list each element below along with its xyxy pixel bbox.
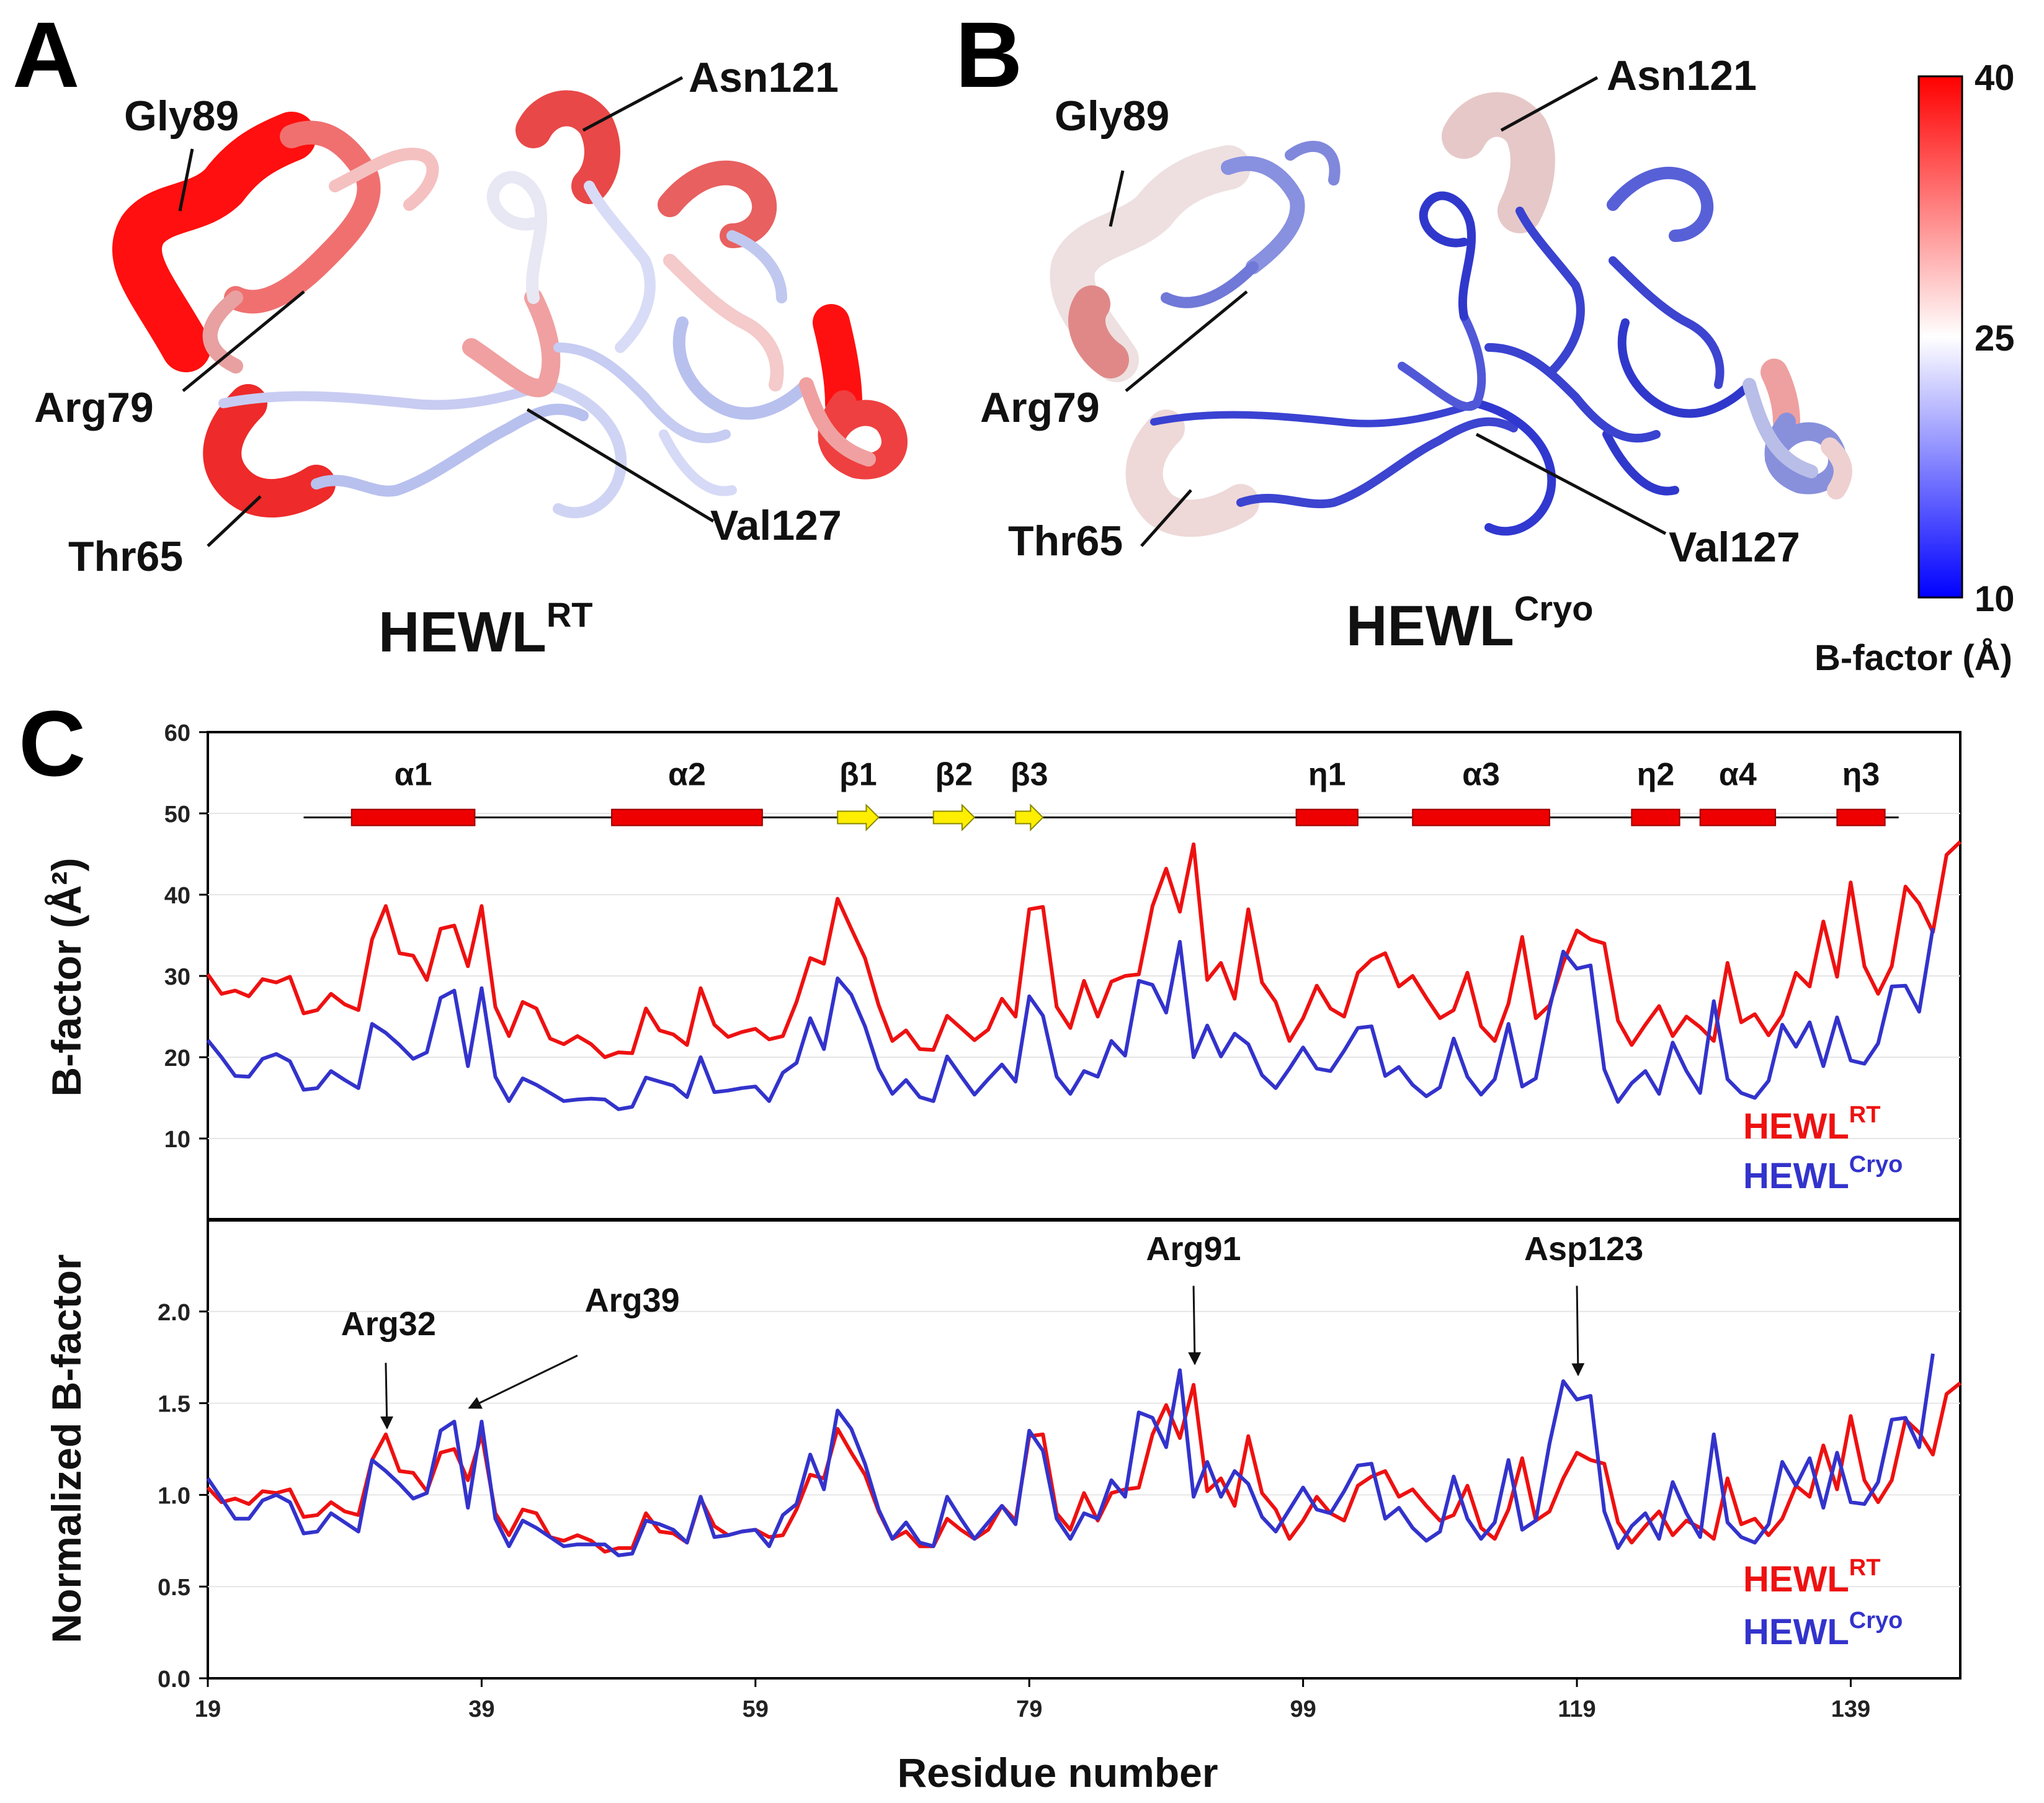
- cryo-label-thr65: Thr65: [1008, 517, 1123, 565]
- top-y-tick-label: 50: [164, 802, 190, 828]
- bottom-y-tick-label: 1.0: [158, 1483, 190, 1509]
- top-legend-cryo: HEWLCryo: [1743, 1152, 1903, 1196]
- x-tick-label: 19: [195, 1696, 221, 1722]
- secondary-structure-track: α1 α2 β1 β2 β3 η1 α3 η2 α4 η3: [303, 757, 1899, 831]
- bottom-y-tick-label: 0.5: [158, 1575, 190, 1601]
- colorbar-max-label: 40: [1975, 58, 2015, 98]
- bottom-chart-annotations: Arg32 Arg39 Arg91 Asp123: [341, 1230, 1643, 1429]
- ss-label-η1: η1: [1308, 757, 1346, 793]
- ss-label-α2: α2: [668, 757, 706, 793]
- cryo-label-asn121: Asn121: [1607, 52, 1757, 99]
- b-factor-colorbar: 40 25 10 B-factor (Å): [1814, 58, 2015, 678]
- annotation-arrow-arg32: [380, 1362, 394, 1429]
- ss-label-α1: α1: [395, 757, 432, 793]
- ss-label-β1: β1: [839, 757, 877, 793]
- x-tick-label: 139: [1831, 1696, 1870, 1722]
- bottom-series-hewl-cryo: [206, 1353, 1935, 1557]
- rt-label-gly89: Gly89: [124, 92, 239, 140]
- top-legend-rt: HEWLRT: [1743, 1102, 1880, 1147]
- rt-label-asn121: Asn121: [689, 54, 839, 101]
- ss-label-α3: α3: [1462, 757, 1500, 793]
- ss-helix-α4: [1699, 808, 1777, 826]
- cryo-structure-cartoon: [1050, 92, 1852, 537]
- panel-c: C 10 20 30 40 50 60 0.0 0.5 1.0 1.5 2.0 19 39 59 79 9…: [19, 691, 1962, 1796]
- ss-label-β3: β3: [1011, 757, 1048, 793]
- bottom-y-tick-label: 2.0: [158, 1300, 190, 1326]
- cryo-label-arg79: Arg79: [980, 384, 1100, 431]
- ss-strand-β2: [932, 803, 976, 831]
- ss-label-α4: α4: [1719, 757, 1757, 793]
- ss-strand-β3: [1015, 803, 1044, 831]
- colorbar-mid-label: 25: [1975, 318, 2015, 359]
- top-chart-y-ticks: 10 20 30 40 50 60: [164, 720, 208, 1153]
- colorbar-min-label: 10: [1975, 579, 2015, 619]
- rt-label-val127: Val127: [710, 502, 842, 549]
- annotation-asp123: Asp123: [1524, 1230, 1643, 1268]
- ss-helix-α2: [611, 808, 763, 826]
- top-series-hewl-rt: [206, 840, 1962, 1059]
- x-tick-label: 79: [1016, 1696, 1042, 1722]
- ss-strand-β1: [837, 803, 880, 831]
- top-y-tick-label: 60: [164, 720, 190, 746]
- rt-label-arg79: Arg79: [34, 384, 154, 431]
- rt-leader-lines: [178, 76, 715, 547]
- ss-helix-η2: [1631, 808, 1680, 826]
- ss-label-β2: β2: [935, 757, 973, 793]
- bottom-y-tick-label: 0.0: [158, 1667, 190, 1693]
- annotation-arg39: Arg39: [585, 1282, 680, 1319]
- bottom-y-tick-label: 1.5: [158, 1392, 190, 1418]
- colorbar-gradient: [1917, 75, 1963, 599]
- top-series-hewl-cryo: [206, 928, 1935, 1111]
- bottom-y-axis-title: Normalized B-factor: [43, 1254, 89, 1643]
- panel-b-letter: B: [955, 2, 1022, 107]
- colorbar-title: B-factor (Å): [1814, 638, 2012, 678]
- ss-helix-η1: [1295, 808, 1359, 826]
- annotation-arg32: Arg32: [341, 1305, 436, 1343]
- annotation-arrow-arg91: [1188, 1286, 1202, 1366]
- top-y-tick-label: 30: [164, 964, 190, 990]
- bottom-series-hewl-rt: [206, 1381, 1961, 1554]
- cryo-title: HEWLCryo: [1346, 589, 1593, 658]
- bottom-legend-cryo: HEWLCryo: [1743, 1608, 1903, 1652]
- top-y-tick-label: 20: [164, 1045, 190, 1072]
- annotation-arrow-asp123: [1571, 1286, 1585, 1377]
- x-axis-title: Residue number: [897, 1750, 1218, 1796]
- ss-label-η2: η2: [1637, 757, 1675, 793]
- bottom-legend-rt: HEWLRT: [1743, 1555, 1880, 1599]
- ss-label-η3: η3: [1842, 757, 1880, 793]
- rt-title: HEWLRT: [378, 595, 593, 664]
- panel-b: B: [955, 2, 1852, 658]
- chart-frame: [207, 731, 1961, 1680]
- ss-helix-α1: [350, 808, 476, 826]
- top-chart-series: [206, 840, 1962, 1111]
- ss-helix-α3: [1412, 808, 1550, 826]
- cryo-leader-lines: [1109, 76, 1667, 547]
- top-y-tick-label: 10: [164, 1127, 190, 1153]
- x-axis-ticks: 19 39 59 79 99 119 139: [195, 1678, 1870, 1722]
- x-tick-label: 59: [743, 1696, 769, 1722]
- panel-a-letter: A: [12, 2, 79, 107]
- top-y-tick-label: 40: [164, 883, 190, 909]
- x-tick-label: 119: [1558, 1696, 1595, 1722]
- cryo-label-val127: Val127: [1669, 524, 1800, 571]
- annotation-arrow-arg39: [468, 1354, 578, 1409]
- rt-structure-cartoon: [112, 90, 908, 519]
- rt-label-thr65: Thr65: [68, 533, 183, 580]
- cryo-label-gly89: Gly89: [1055, 92, 1169, 140]
- panel-a: A: [12, 2, 908, 664]
- panel-c-letter: C: [19, 691, 86, 795]
- ss-helix-η3: [1836, 808, 1886, 826]
- top-y-axis-title: B-factor (Å²): [43, 858, 89, 1097]
- bottom-chart-series: [206, 1353, 1961, 1557]
- bottom-chart-gridlines: [208, 1310, 1960, 1588]
- x-tick-label: 39: [468, 1696, 494, 1722]
- x-tick-label: 99: [1290, 1696, 1316, 1722]
- bottom-chart-y-ticks: 0.0 0.5 1.0 1.5 2.0: [158, 1300, 208, 1693]
- annotation-arg91: Arg91: [1146, 1230, 1241, 1268]
